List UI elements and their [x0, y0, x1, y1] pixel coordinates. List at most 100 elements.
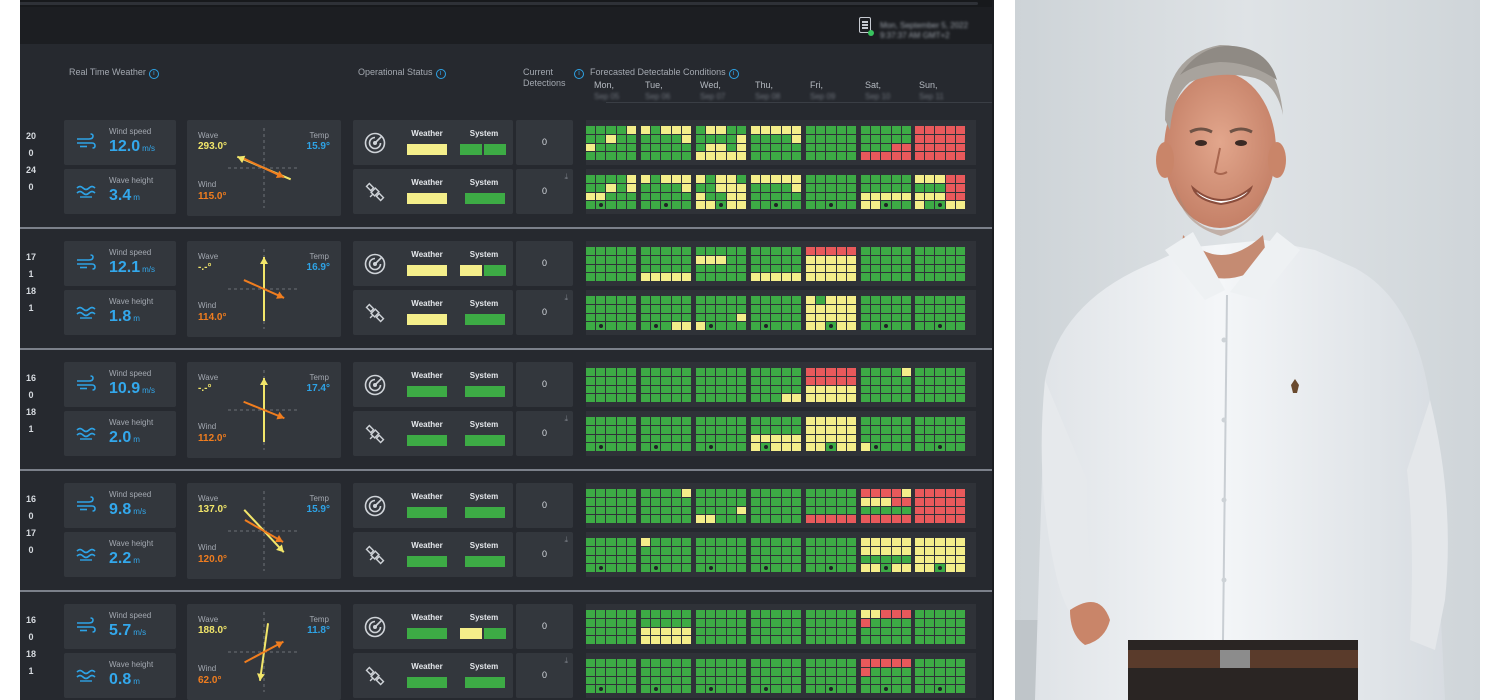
forecast-day-block-5[interactable]: [861, 368, 911, 402]
forecast-day-block-1[interactable]: [641, 368, 691, 402]
forecast-day-block-1[interactable]: [641, 175, 691, 209]
forecast-day-block-3[interactable]: [751, 610, 801, 644]
detections-cell[interactable]: 0 ⤓: [516, 653, 573, 698]
station-row[interactable]: 16 0 17 0 Wind speed 9.8 m/s Wave height 2.2 m Wav…: [20, 471, 994, 591]
detections-cell[interactable]: 0: [516, 362, 573, 407]
info-icon-detections[interactable]: i: [574, 67, 584, 79]
radar-status-card[interactable]: Weather System: [353, 604, 513, 649]
forecast-day-block-2[interactable]: [696, 126, 746, 160]
forecast-day-block-0[interactable]: [586, 175, 636, 209]
forecast-day-block-1[interactable]: [641, 538, 691, 572]
forecast-day-block-3[interactable]: [751, 417, 801, 451]
forecast-day-block-1[interactable]: [641, 659, 691, 693]
forecast-day-block-3[interactable]: [751, 247, 801, 281]
forecast-day-block-2[interactable]: [696, 659, 746, 693]
detections-cell[interactable]: 0 ⤓: [516, 532, 573, 577]
detections-cell[interactable]: 0: [516, 604, 573, 649]
forecast-day-block-2[interactable]: [696, 489, 746, 523]
forecast-day-block-0[interactable]: [586, 126, 636, 160]
forecast-day-block-1[interactable]: [641, 417, 691, 451]
forecast-day-block-4[interactable]: [806, 175, 856, 209]
forecast-day-block-5[interactable]: [861, 175, 911, 209]
satellite-status-card[interactable]: Weather System: [353, 532, 513, 577]
radar-status-card[interactable]: Weather System: [353, 120, 513, 165]
station-row[interactable]: 16 0 18 1 Wind speed 5.7 m/s Wave height 0.8 m Wav…: [20, 592, 994, 700]
forecast-day-block-6[interactable]: [915, 489, 965, 523]
info-icon[interactable]: i: [435, 69, 446, 79]
detections-cell[interactable]: 0: [516, 483, 573, 528]
forecast-day-block-3[interactable]: [751, 368, 801, 402]
satellite-status-card[interactable]: Weather System: [353, 411, 513, 456]
forecast-day-block-1[interactable]: [641, 610, 691, 644]
forecast-day-block-5[interactable]: [861, 126, 911, 160]
forecast-day-block-2[interactable]: [696, 538, 746, 572]
forecast-day-block-6[interactable]: [915, 296, 965, 330]
forecast-day-block-6[interactable]: [915, 659, 965, 693]
forecast-day-block-2[interactable]: [696, 175, 746, 209]
forecast-day-block-6[interactable]: [915, 126, 965, 160]
forecast-day-block-3[interactable]: [751, 489, 801, 523]
forecast-day-block-2[interactable]: [696, 296, 746, 330]
download-icon[interactable]: ⤓: [564, 293, 568, 302]
forecast-day-block-0[interactable]: [586, 538, 636, 572]
forecast-day-block-3[interactable]: [751, 538, 801, 572]
forecast-day-block-0[interactable]: [586, 610, 636, 644]
forecast-day-block-3[interactable]: [751, 659, 801, 693]
radar-status-card[interactable]: Weather System: [353, 362, 513, 407]
forecast-day-block-5[interactable]: [861, 659, 911, 693]
forecast-day-block-1[interactable]: [641, 247, 691, 281]
forecast-day-block-4[interactable]: [806, 659, 856, 693]
forecast-day-block-6[interactable]: [915, 368, 965, 402]
forecast-day-block-6[interactable]: [915, 538, 965, 572]
detections-cell[interactable]: 0: [516, 241, 573, 286]
download-icon[interactable]: ⤓: [564, 172, 568, 181]
forecast-day-block-4[interactable]: [806, 296, 856, 330]
detections-cell[interactable]: 0 ⤓: [516, 169, 573, 214]
radar-status-card[interactable]: Weather System: [353, 241, 513, 286]
forecast-day-block-5[interactable]: [861, 610, 911, 644]
forecast-day-block-5[interactable]: [861, 247, 911, 281]
forecast-day-block-2[interactable]: [696, 610, 746, 644]
forecast-day-block-1[interactable]: [641, 489, 691, 523]
detections-cell[interactable]: 0: [516, 120, 573, 165]
forecast-day-block-0[interactable]: [586, 296, 636, 330]
forecast-day-block-4[interactable]: [806, 538, 856, 572]
forecast-day-block-2[interactable]: [696, 417, 746, 451]
forecast-day-block-3[interactable]: [751, 296, 801, 330]
forecast-day-block-6[interactable]: [915, 175, 965, 209]
info-icon[interactable]: i: [728, 69, 739, 79]
detections-cell[interactable]: 0 ⤓: [516, 411, 573, 456]
station-row[interactable]: 16 0 18 1 Wind speed 10.9 m/s Wave height 2.0 m Wa…: [20, 350, 994, 470]
forecast-day-block-3[interactable]: [751, 175, 801, 209]
satellite-status-card[interactable]: Weather System: [353, 169, 513, 214]
forecast-day-block-6[interactable]: [915, 417, 965, 451]
forecast-day-block-6[interactable]: [915, 610, 965, 644]
forecast-day-block-0[interactable]: [586, 368, 636, 402]
forecast-day-block-5[interactable]: [861, 417, 911, 451]
detections-cell[interactable]: 0 ⤓: [516, 290, 573, 335]
forecast-day-block-1[interactable]: [641, 126, 691, 160]
forecast-day-block-3[interactable]: [751, 126, 801, 160]
station-row[interactable]: 20 0 24 0 Wind speed 12.0 m/s Wave height 3.4 m Wa…: [20, 108, 994, 228]
report-document-icon[interactable]: [859, 17, 874, 36]
info-icon[interactable]: i: [148, 69, 159, 79]
forecast-day-block-0[interactable]: [586, 247, 636, 281]
download-icon[interactable]: ⤓: [564, 414, 568, 423]
station-row[interactable]: 17 1 18 1 Wind speed 12.1 m/s Wave height 1.8 m Wa…: [20, 229, 994, 349]
forecast-day-block-0[interactable]: [586, 489, 636, 523]
forecast-day-block-4[interactable]: [806, 417, 856, 451]
forecast-day-block-5[interactable]: [861, 489, 911, 523]
forecast-day-block-6[interactable]: [915, 247, 965, 281]
forecast-day-block-4[interactable]: [806, 247, 856, 281]
forecast-day-block-1[interactable]: [641, 296, 691, 330]
forecast-day-block-2[interactable]: [696, 368, 746, 402]
forecast-day-block-5[interactable]: [861, 296, 911, 330]
forecast-day-block-4[interactable]: [806, 489, 856, 523]
forecast-day-block-0[interactable]: [586, 659, 636, 693]
satellite-status-card[interactable]: Weather System: [353, 653, 513, 698]
satellite-status-card[interactable]: Weather System: [353, 290, 513, 335]
download-icon[interactable]: ⤓: [564, 535, 568, 544]
forecast-day-block-0[interactable]: [586, 417, 636, 451]
forecast-day-block-4[interactable]: [806, 610, 856, 644]
forecast-day-block-4[interactable]: [806, 368, 856, 402]
